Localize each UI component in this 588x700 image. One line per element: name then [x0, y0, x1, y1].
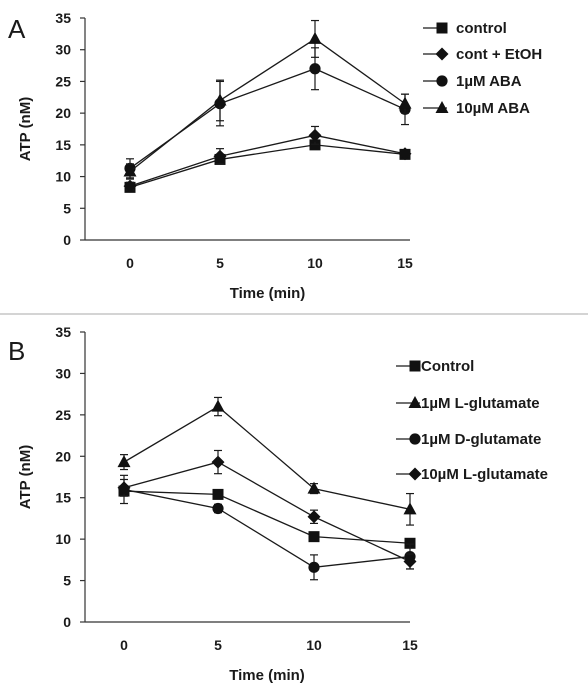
y-tick-label: 20: [55, 448, 71, 464]
legend: Control 1µM L-glutamate 1µM D-glutamate 10µ…: [396, 358, 548, 483]
legend-marker-triangle: [435, 101, 449, 113]
legend-item: 1µM ABA: [423, 73, 522, 90]
legend-marker-square: [436, 22, 448, 34]
data-point-diamond: [123, 179, 137, 193]
series-line: [129, 68, 406, 169]
y-tick-label: 35: [55, 10, 71, 26]
series-3: [118, 474, 416, 581]
data-point-triangle: [213, 93, 227, 106]
legend-item: 10µM ABA: [423, 100, 530, 117]
x-axis-title: Time (min): [230, 285, 306, 302]
series-4: [117, 449, 417, 570]
y-tick-label: 15: [55, 137, 71, 153]
legend-marker-diamond: [435, 47, 449, 61]
data-point-triangle: [308, 31, 322, 44]
legend-label: Control: [421, 358, 474, 375]
legend: control cont + EtOH 1µM ABA 10µM ABA: [423, 20, 542, 117]
x-tick-label: 10: [306, 637, 322, 653]
y-tick-label: 0: [63, 614, 71, 630]
x-tick-label: 15: [397, 255, 413, 271]
legend-label: control: [456, 20, 507, 37]
y-tick-label: 0: [63, 232, 71, 248]
data-point-triangle: [123, 164, 137, 177]
data-point-square: [309, 139, 321, 151]
series-4: [123, 19, 412, 180]
y-tick-label: 25: [55, 73, 71, 89]
y-tick-label: 35: [55, 324, 71, 340]
y-tick-label: 15: [55, 490, 71, 506]
data-point-circle: [308, 561, 320, 573]
x-tick-label: 5: [214, 637, 222, 653]
panel-letter: B: [8, 336, 25, 366]
data-point-diamond: [307, 510, 321, 524]
chart-panel-b: B 0 5 10 15 20 25 30 35 0 5 10 15 ATP (nM) Time (min) C…: [8, 324, 548, 684]
series-2: [123, 125, 412, 193]
chart-panel-a: A 0 5 10 15 20 25 30 35 0 5 10 15 ATP (nM) Time (min) c…: [8, 10, 542, 302]
legend-marker-square: [409, 360, 421, 372]
x-axis-title: Time (min): [229, 667, 305, 684]
data-point-square: [308, 531, 320, 543]
y-tick-label: 5: [63, 200, 71, 216]
y-tick-label: 10: [55, 169, 71, 185]
data-point-triangle: [117, 455, 131, 468]
legend-marker-diamond: [408, 467, 422, 481]
x-tick-label: 0: [126, 255, 134, 271]
x-tick-label: 15: [402, 637, 418, 653]
x-tick-label: 0: [120, 637, 128, 653]
y-tick-label: 5: [63, 573, 71, 589]
data-point-triangle: [211, 399, 225, 412]
legend-marker-triangle: [408, 396, 422, 408]
legend-label: 1µM D-glutamate: [421, 431, 541, 448]
data-point-square: [212, 488, 224, 500]
series-line: [123, 461, 411, 563]
y-tick-label: 20: [55, 105, 71, 121]
data-point-diamond: [211, 455, 225, 469]
legend-label: 10µM L-glutamate: [421, 466, 548, 483]
legend-item: 1µM L-glutamate: [396, 395, 540, 412]
series-line: [129, 134, 406, 187]
legend-label: 10µM ABA: [456, 100, 530, 117]
series-line: [129, 144, 406, 188]
data-point-diamond: [308, 128, 322, 142]
legend-item: 1µM D-glutamate: [396, 431, 541, 448]
x-tick-label: 5: [216, 255, 224, 271]
y-axis-title: ATP (nM): [17, 445, 34, 509]
legend-item: 10µM L-glutamate: [396, 466, 548, 483]
data-point-circle: [309, 63, 321, 75]
data-point-diamond: [398, 147, 412, 161]
series-line: [123, 490, 411, 544]
y-tick-label: 30: [55, 42, 71, 58]
y-tick-label: 25: [55, 407, 71, 423]
legend-label: 1µM L-glutamate: [421, 395, 540, 412]
legend-label: cont + EtOH: [456, 46, 542, 63]
legend-item: control: [423, 20, 507, 37]
panel-letter: A: [8, 14, 26, 44]
data-point-square: [404, 537, 416, 549]
data-point-triangle: [403, 502, 417, 515]
y-axis-title: ATP (nM): [17, 97, 34, 161]
data-point-circle: [212, 502, 224, 515]
series-line: [123, 405, 411, 510]
series-1: [124, 139, 411, 193]
series-line: [123, 488, 411, 568]
series-1: [118, 485, 416, 549]
legend-item: Control: [396, 358, 474, 375]
y-tick-label: 30: [55, 365, 71, 381]
y-tick-label: 10: [55, 531, 71, 547]
data-point-triangle: [398, 96, 412, 109]
data-point-diamond: [117, 481, 131, 495]
legend-label: 1µM ABA: [456, 73, 522, 90]
series-2: [117, 396, 417, 526]
series-3: [124, 47, 411, 179]
legend-item: cont + EtOH: [423, 46, 542, 63]
legend-marker-circle: [436, 75, 448, 87]
data-point-diamond: [403, 555, 417, 569]
series-line: [129, 38, 406, 173]
x-tick-label: 10: [307, 255, 323, 271]
legend-marker-circle: [409, 433, 421, 445]
data-point-diamond: [213, 149, 227, 163]
data-point-triangle: [307, 481, 321, 494]
